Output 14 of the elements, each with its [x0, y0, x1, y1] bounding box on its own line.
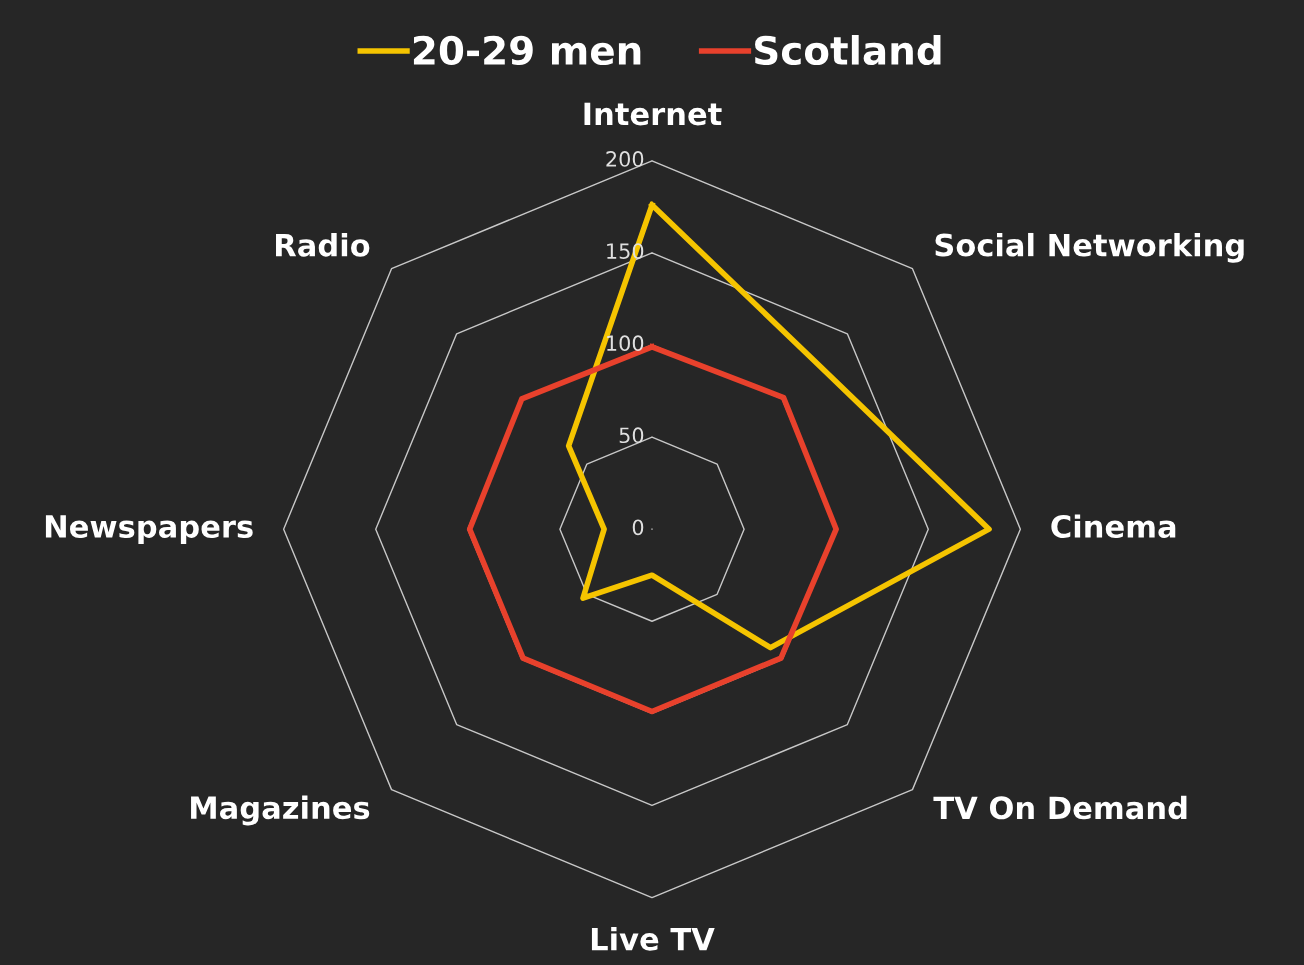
spoke-label: Internet — [584, 102, 722, 126]
spoke-label: Newspapers — [45, 515, 253, 544]
spoke-label: Radio — [276, 233, 370, 257]
legend-label: Scotland — [755, 35, 941, 66]
spoke-label: Social Networking — [935, 232, 1244, 263]
y-tick-label: 200 — [606, 151, 644, 167]
y-tick-label: 0 — [632, 519, 644, 536]
spoke-label: Cinema — [1051, 514, 1176, 539]
spoke-label: Magazines — [191, 795, 370, 826]
spoke-label: TV On Demand — [933, 795, 1187, 820]
y-tick-label: 100 — [607, 335, 644, 352]
y-tick-label: 50 — [619, 427, 644, 444]
legend-label: 20-29 men — [413, 35, 641, 66]
spoke-label: Live TV — [591, 927, 715, 951]
